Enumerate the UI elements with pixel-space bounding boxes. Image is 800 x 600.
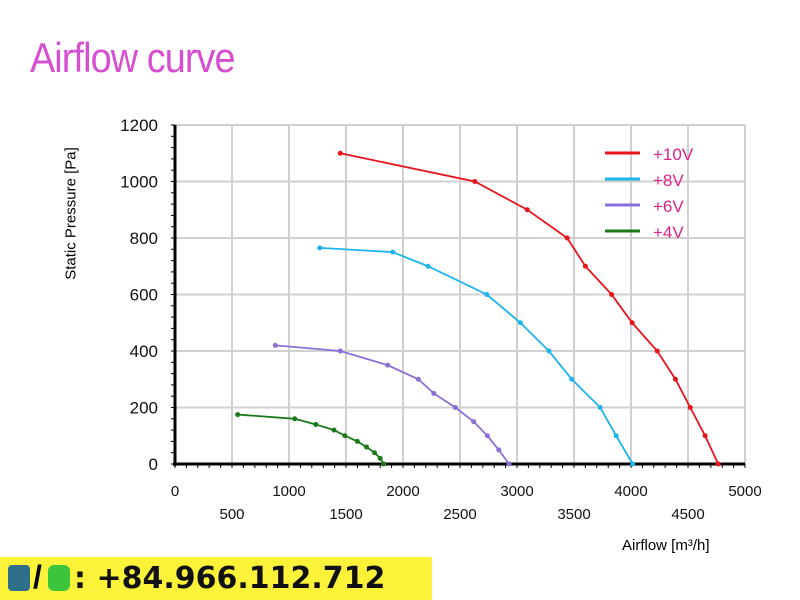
separator: /	[33, 559, 42, 595]
data-point	[317, 245, 323, 251]
data-point	[292, 416, 298, 422]
x-tick-label: 1500	[329, 506, 362, 523]
phone-number[interactable]: : +84.966.112.712	[74, 561, 386, 596]
chart-title: Airflow curve	[30, 34, 236, 81]
data-point	[385, 362, 391, 368]
data-point	[613, 433, 619, 439]
series-line-+4V	[237, 413, 385, 465]
data-point	[472, 179, 478, 184]
data-point	[672, 376, 678, 382]
legend-label: +10V	[653, 145, 694, 164]
data-point	[496, 447, 502, 453]
data-point	[313, 421, 319, 427]
data-point	[342, 433, 348, 439]
data-point	[415, 376, 421, 382]
x-tick-label: 5000	[728, 483, 761, 500]
series-line-+8V	[319, 246, 634, 465]
y-tick-label: 200	[130, 399, 158, 418]
y-tick-label: 1200	[120, 116, 158, 135]
data-point	[702, 433, 708, 439]
data-point	[431, 390, 437, 396]
data-point	[609, 292, 615, 297]
legend-label: +4V	[653, 223, 684, 242]
data-point	[597, 405, 603, 410]
data-point	[235, 412, 241, 418]
series-line-+6V	[275, 344, 510, 465]
series-line-+10V	[340, 152, 720, 465]
data-point	[564, 235, 570, 241]
data-point	[354, 438, 360, 444]
data-point	[517, 320, 523, 326]
x-axis-label: Airflow [m³/h]	[622, 537, 710, 554]
x-tick-label: 500	[219, 506, 244, 523]
x-tick-label: 2000	[386, 483, 419, 500]
data-point	[654, 348, 660, 354]
data-point	[484, 292, 490, 297]
data-point	[337, 150, 343, 156]
data-point	[372, 450, 377, 456]
contact-banner: / : +84.966.112.712	[0, 557, 432, 600]
data-point	[629, 320, 635, 326]
x-tick-label: 3000	[500, 483, 533, 500]
data-point	[364, 444, 370, 450]
data-point	[331, 427, 337, 433]
data-point	[381, 461, 387, 467]
data-point	[471, 419, 477, 425]
data-point	[630, 461, 636, 467]
y-axis-label: Static Pressure [Pa]	[62, 147, 80, 280]
y-tick-label: 0	[149, 455, 158, 474]
data-point	[715, 461, 721, 467]
x-tick-label: 4000	[614, 483, 647, 500]
data-point	[687, 405, 693, 410]
data-point	[582, 263, 588, 269]
data-point	[272, 342, 278, 348]
data-point	[524, 207, 530, 213]
y-tick-label: 1000	[120, 173, 158, 192]
y-tick-label: 800	[130, 229, 158, 248]
x-tick-label: 2500	[443, 506, 476, 523]
data-point	[546, 348, 552, 354]
data-point	[390, 249, 396, 255]
data-point	[484, 433, 490, 439]
x-tick-label: 1000	[272, 483, 305, 500]
x-tick-label: 3500	[557, 506, 590, 523]
y-tick-label: 600	[130, 286, 158, 305]
x-tick-label: 0	[171, 483, 179, 500]
phone-icon	[8, 565, 30, 591]
data-point	[377, 455, 383, 461]
x-tick-label: 4500	[671, 506, 704, 523]
y-tick-label: 400	[130, 342, 158, 361]
legend-label: +8V	[653, 171, 684, 190]
data-point	[337, 348, 343, 354]
whatsapp-icon	[48, 565, 70, 591]
data-point	[452, 405, 458, 410]
data-point	[506, 461, 512, 467]
data-point	[425, 263, 431, 269]
data-point	[569, 376, 575, 382]
legend-label: +6V	[653, 197, 684, 216]
